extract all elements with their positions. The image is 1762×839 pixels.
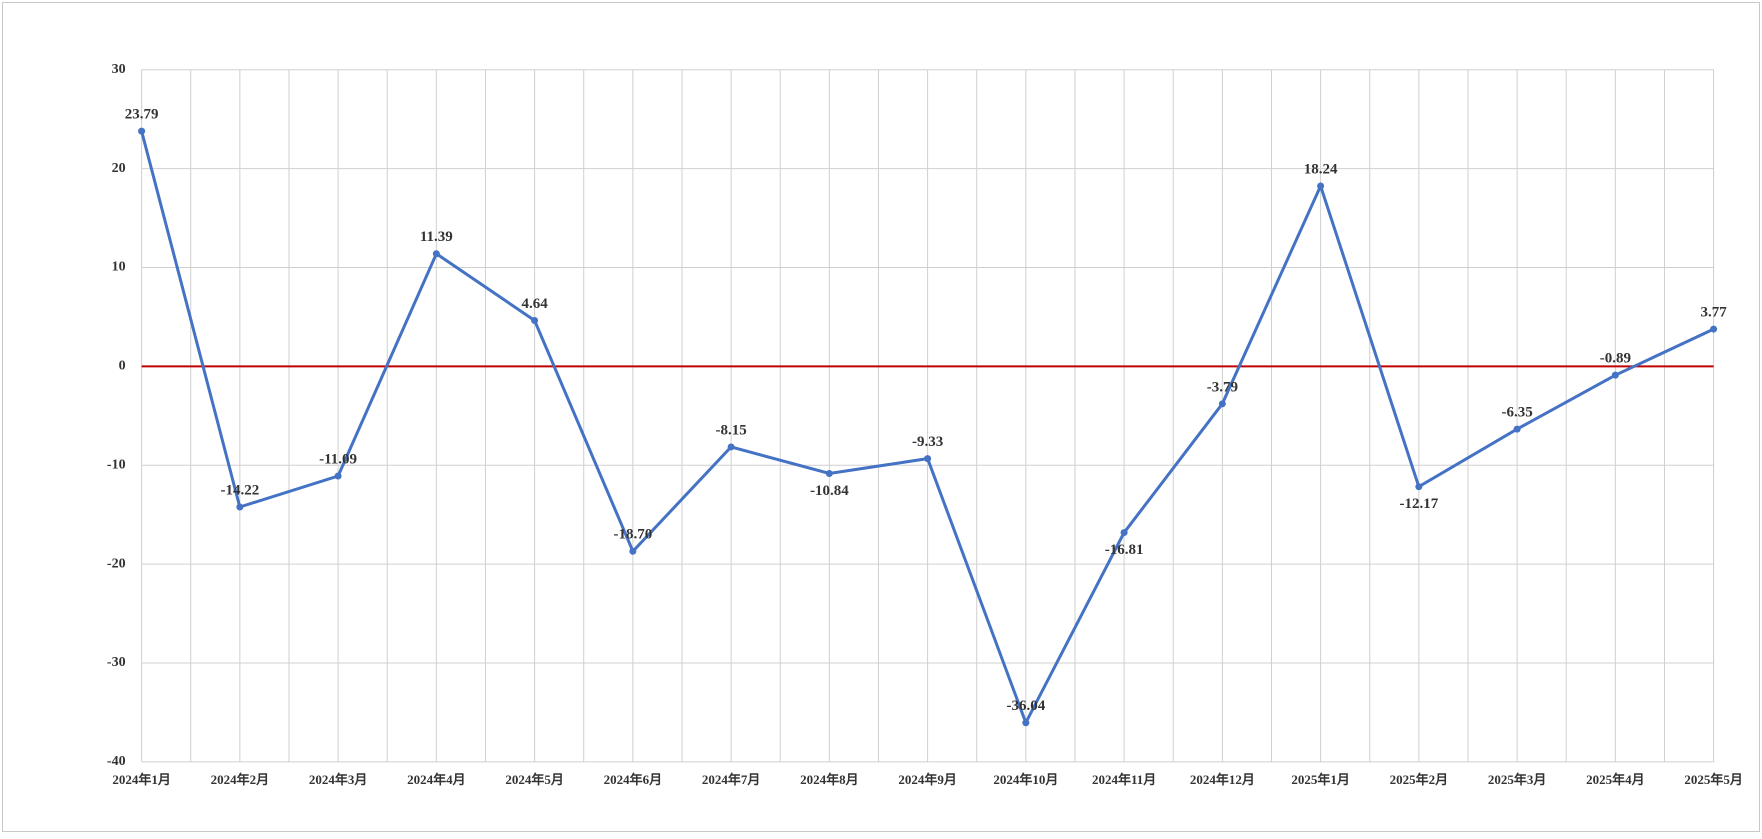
data-label: 4.64 [521, 296, 548, 312]
y-tick-label: -40 [107, 754, 126, 769]
data-point [1611, 371, 1619, 379]
data-label: -12.17 [1399, 496, 1438, 512]
x-tick-label: 2024年7月 [702, 772, 761, 787]
data-label: -18.70 [613, 527, 652, 543]
data-point [629, 547, 637, 555]
data-point [1022, 719, 1030, 727]
x-tick-label: 2025年1月 [1291, 772, 1350, 787]
data-point [1120, 529, 1128, 537]
y-tick-label: 10 [112, 260, 126, 275]
data-label: -11.09 [319, 451, 357, 467]
data-label: -0.89 [1600, 351, 1631, 367]
data-label: 18.24 [1304, 161, 1338, 177]
data-point [727, 443, 735, 451]
data-point [825, 470, 833, 478]
data-label: -36.04 [1006, 698, 1045, 714]
x-tick-label: 2024年12月 [1190, 772, 1255, 787]
data-label: 11.39 [420, 229, 453, 245]
y-tick-label: -30 [107, 655, 126, 670]
x-tick-label: 2024年11月 [1092, 772, 1156, 787]
x-tick-label: 2024年4月 [407, 772, 466, 787]
data-label: -8.15 [715, 422, 746, 438]
x-tick-label: 2025年2月 [1390, 772, 1449, 787]
data-point [1218, 400, 1226, 408]
data-point [432, 250, 440, 258]
data-label: 3.77 [1700, 305, 1727, 321]
data-point [138, 127, 146, 135]
y-tick-label: -20 [107, 556, 126, 571]
x-tick-label: 2025年5月 [1684, 772, 1743, 787]
x-tick-label: 2024年8月 [800, 772, 859, 787]
data-point [334, 472, 342, 480]
y-tick-label: 30 [112, 62, 126, 77]
x-tick-label: 2024年9月 [898, 772, 957, 787]
x-tick-label: 2024年10月 [993, 772, 1058, 787]
x-tick-label: 2024年3月 [309, 772, 368, 787]
data-label: -16.81 [1105, 542, 1144, 558]
x-tick-label: 2024年6月 [604, 772, 663, 787]
data-label: -14.22 [220, 482, 259, 498]
data-point [236, 503, 244, 511]
data-label: -10.84 [810, 483, 849, 499]
data-label: -3.79 [1207, 379, 1238, 395]
x-tick-label: 2024年1月 [112, 772, 171, 787]
data-point [924, 455, 932, 463]
data-point [1513, 425, 1521, 433]
data-label: 23.79 [125, 107, 159, 123]
x-tick-label: 2024年5月 [505, 772, 564, 787]
data-point [1317, 182, 1325, 190]
data-label: -6.35 [1501, 405, 1532, 421]
y-tick-label: -10 [107, 457, 126, 472]
data-point [1710, 325, 1718, 333]
y-tick-label: 20 [112, 161, 126, 176]
data-point [531, 316, 539, 324]
x-tick-label: 2024年2月 [211, 772, 270, 787]
data-point [1415, 483, 1423, 491]
data-label: -9.33 [912, 434, 943, 450]
x-tick-label: 2025年3月 [1488, 772, 1547, 787]
y-tick-label: 0 [119, 359, 126, 374]
x-tick-label: 2025年4月 [1586, 772, 1645, 787]
